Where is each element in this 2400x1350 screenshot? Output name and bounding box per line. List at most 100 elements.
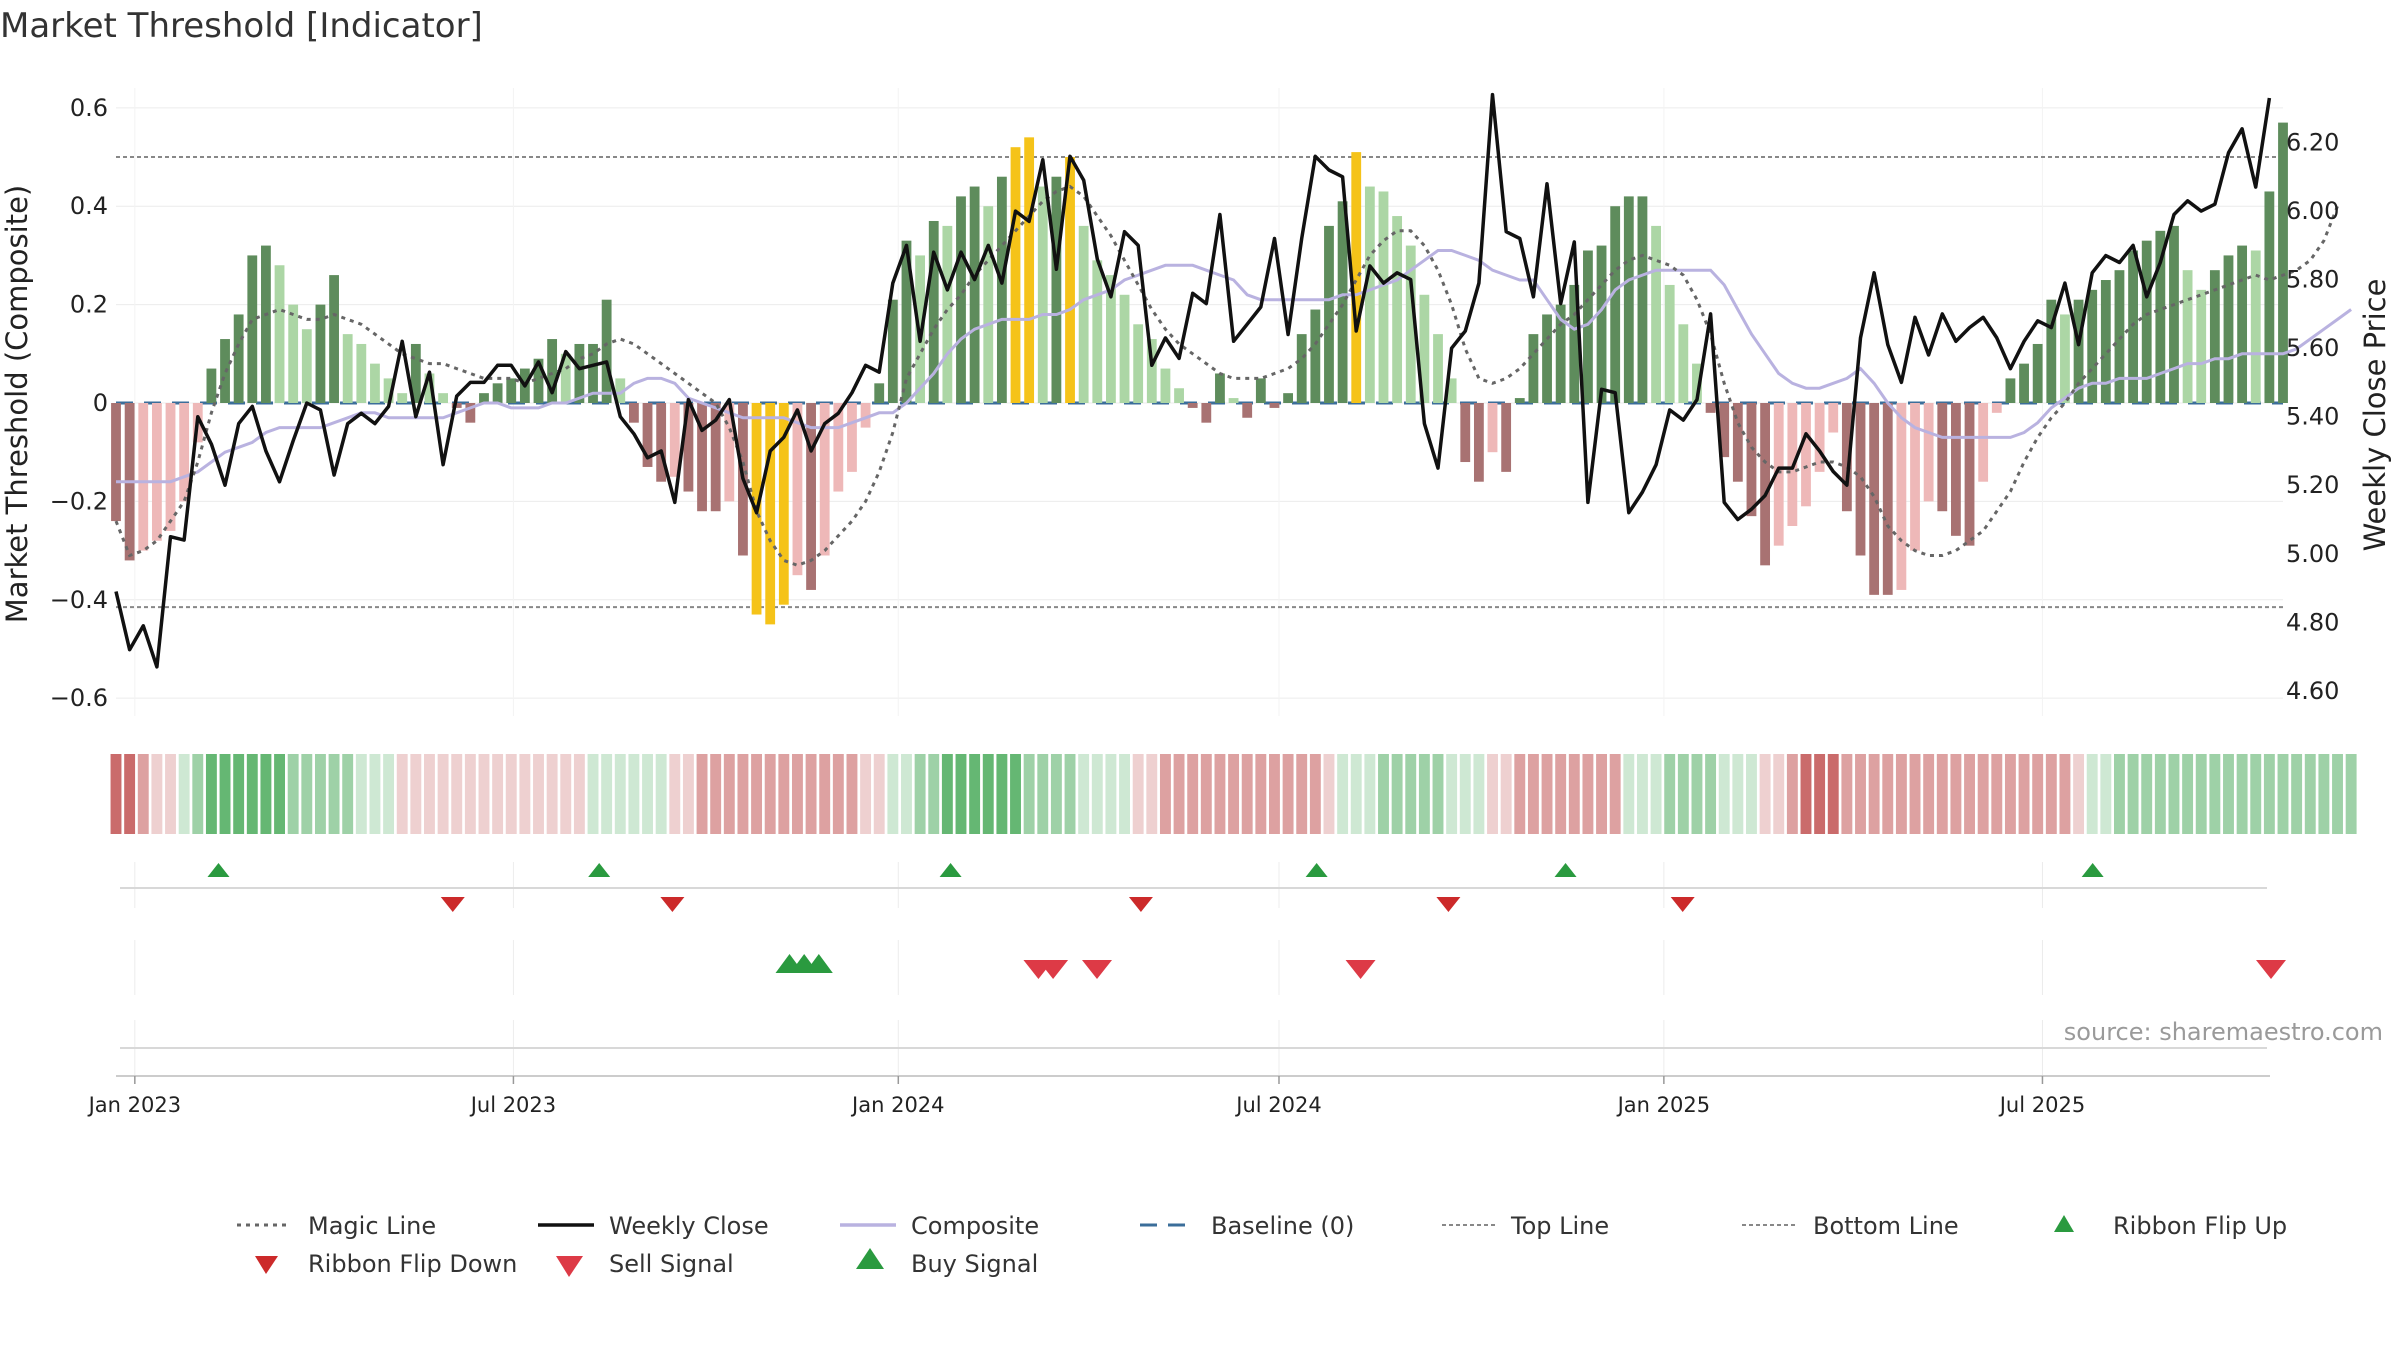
ribbon-cell [1378,754,1389,834]
y2-tick-label: 5.80 [2286,266,2339,294]
composite-bar [1119,294,1130,403]
ribbon-cell [1078,754,1090,834]
composite-bar [683,403,694,492]
composite-bar [356,343,367,403]
composite-bar [1692,363,1702,403]
ribbon-cell [1841,754,1853,834]
composite-line [116,249,2352,484]
composite-bar [1201,403,1212,423]
legend-composite: Composite [911,1212,1039,1240]
composite-bar [492,383,503,403]
composite-bar [1433,334,1443,403]
ribbon-cell [2277,754,2289,834]
composite-bar [233,314,244,403]
legend-flip-up-marker [2054,1215,2074,1232]
composite-bar [1065,157,1075,403]
composite-bar [111,403,121,522]
composite-bar [1106,275,1116,403]
y2-tick-label: 6.20 [2286,129,2339,157]
ribbon-cell [151,754,163,834]
ribbon-flip-up-marker [207,863,230,877]
ribbon-cell [1350,754,1362,834]
composite-bar [2237,245,2248,403]
composite-bar [1542,314,1552,403]
composite-bar [1160,368,1171,403]
ribbon-cell [1609,754,1621,834]
composite-bar [342,334,353,403]
ribbon-cell [737,754,749,834]
right-axis-title: Weekly Close Price [2358,279,2392,552]
ribbon-cell [1323,754,1335,834]
ribbon-cell [1909,754,1921,834]
ribbon-flip-down-marker [1436,897,1461,912]
ribbon-cell [1446,754,1458,834]
ribbon-cell [1037,754,1049,834]
composite-bars [111,122,2288,625]
ribbon-cell [1296,754,1308,834]
ribbon-cell [1309,754,1321,834]
signal-panel [134,940,2286,995]
ribbon-cell [260,754,272,834]
composite-bar [1351,152,1362,403]
ribbon-cell [301,754,313,834]
ribbon-cell [2263,754,2275,834]
ribbon-cell [1010,754,1021,834]
ribbon-cell [437,754,449,834]
composite-bar [506,378,517,403]
ribbon-cell [1459,754,1471,834]
composite-bar [2060,314,2070,403]
composite-bar [1473,403,1484,482]
composite-bar [1814,403,1825,472]
ribbon-cell [791,754,803,834]
ribbon-cell [669,754,681,834]
y2-tick-label: 5.60 [2286,334,2339,362]
ribbon-cell [533,754,544,834]
ribbon-cell [1173,754,1185,834]
composite-bar [2005,378,2016,403]
composite-bar [451,403,462,408]
ribbon-cell [1732,754,1744,834]
composite-bar [1446,378,1457,403]
composite-bar [1991,403,2002,413]
composite-bar [2250,250,2261,403]
y2-tick-label: 6.00 [2286,197,2339,225]
ribbon-cell [573,754,585,834]
legend-sell-signal: Sell Signal [609,1250,734,1278]
ribbon-cell [751,754,763,834]
composite-bar [1269,403,1280,408]
y-tick-label: 0 [93,389,108,417]
composite-bar [1869,403,1880,595]
ribbon-cell [805,754,817,834]
ribbon-cell [1132,754,1144,834]
composite-bar [983,206,994,403]
ribbon-flip-down-marker [1670,897,1695,912]
ribbon-cell [1228,754,1240,834]
composite-bar [315,304,326,403]
composite-bar [2019,363,2029,403]
ribbon-cell [2073,754,2085,834]
ribbon-cell [2059,754,2071,834]
source-annotation: source: sharemaestro.com [2064,1018,2383,1046]
ribbon-cell [1473,754,1485,834]
ribbon-cell [914,754,926,834]
ribbon-cell [2318,754,2330,834]
ribbon-cell [2304,754,2316,834]
ribbon-cell [1664,754,1676,834]
y2-tick-label: 5.40 [2286,403,2339,431]
ribbon-cell [1596,754,1608,834]
y-tick-label: −0.6 [50,684,108,712]
ribbon-flip-up-marker [1305,863,1328,877]
composite-bar [778,403,789,605]
composite-bar [2032,343,2043,403]
ribbon-cell [2332,754,2343,834]
ribbon-cell [2154,754,2166,834]
composite-bar [1623,196,1634,403]
ribbon-cell [1855,754,1866,834]
composite-bar [1419,294,1430,403]
composite-bar [819,403,830,556]
ribbon-cell [1418,754,1430,834]
ribbon-cell [955,754,967,834]
ribbon-cell [2345,754,2357,834]
composite-bar [642,403,653,467]
